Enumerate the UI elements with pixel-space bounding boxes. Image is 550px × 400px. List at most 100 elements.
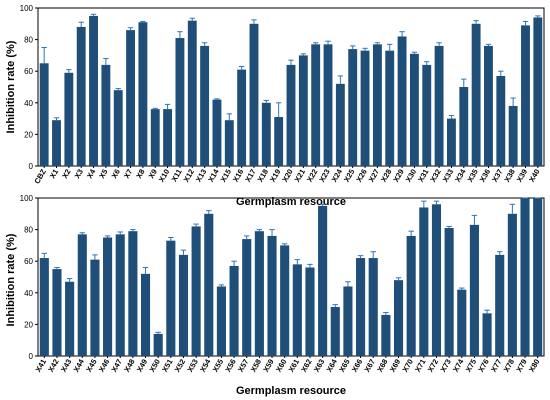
x-tick-label: X16 — [231, 168, 245, 184]
x-tick-label: X1 — [48, 168, 60, 180]
y-tick-label: 20 — [24, 130, 33, 139]
bar-series — [39, 197, 543, 356]
x-tick-label: X70 — [400, 358, 414, 374]
bar — [242, 239, 252, 356]
bar — [431, 204, 442, 356]
x-tick-label: X34 — [453, 167, 468, 184]
bar — [65, 281, 75, 356]
bar — [484, 45, 493, 166]
x-tick-label: X71 — [413, 358, 427, 374]
x-tick-label: X42 — [46, 358, 60, 374]
x-tick-label: X55 — [211, 358, 225, 374]
bar — [89, 15, 98, 167]
bar — [368, 258, 378, 356]
x-tick-label: X43 — [59, 358, 73, 374]
x-tick-label: X38 — [502, 168, 516, 184]
bar — [113, 90, 123, 166]
bar — [261, 102, 271, 166]
x-tick-label: X44 — [72, 357, 87, 374]
x-tick-label: X37 — [490, 168, 504, 184]
bar — [286, 64, 296, 166]
x-tick-label: X33 — [441, 168, 455, 184]
x-tick-label: X54 — [198, 357, 213, 374]
bar — [393, 280, 404, 356]
x-axis-label: Germplasm resource — [236, 196, 346, 208]
x-tick-label: X35 — [465, 168, 479, 184]
bar — [163, 109, 173, 166]
x-tick-label: X73 — [438, 358, 452, 374]
y-axis: 0 20 40 60 80 100 — [20, 194, 38, 361]
bar — [90, 259, 100, 356]
bar — [187, 20, 197, 166]
bar — [508, 105, 518, 166]
bar — [292, 264, 302, 356]
x-tick-label: X80 — [527, 358, 541, 374]
bar — [533, 17, 543, 167]
bar — [419, 207, 429, 356]
bar — [101, 64, 111, 166]
bar — [138, 22, 148, 166]
x-tick-label: X22 — [305, 168, 319, 184]
bar — [348, 49, 358, 166]
bar — [459, 87, 469, 166]
x-tick-label: X12 — [182, 168, 196, 184]
x-tick-label: X53 — [185, 358, 199, 374]
x-tick-label: X45 — [84, 358, 98, 374]
x-tick-label: X67 — [362, 358, 376, 374]
bar-series — [39, 13, 543, 167]
x-tick-label: X50 — [147, 358, 161, 374]
bar — [267, 235, 277, 356]
x-tick-label: X2 — [60, 168, 72, 180]
bar — [318, 205, 328, 356]
y-axis-label: Inhibition rate (%) — [5, 233, 17, 326]
bar — [229, 265, 239, 356]
y-tick-label: 60 — [24, 67, 33, 76]
x-tick-label: X23 — [317, 168, 331, 184]
x-tick-label: X26 — [354, 168, 368, 184]
x-tick-label: X24 — [330, 167, 345, 184]
bar — [166, 240, 176, 356]
x-axis: X41X42X43X44X45X46X47X48X49X50X51X52X53X… — [34, 356, 541, 374]
bar — [356, 258, 366, 356]
x-tick-label: X59 — [261, 358, 275, 374]
x-tick-label: X3 — [73, 168, 85, 180]
x-tick-label: X63 — [312, 358, 326, 374]
x-tick-label: X15 — [219, 168, 233, 184]
y-tick-label: 80 — [24, 226, 33, 235]
bar — [280, 245, 290, 356]
bar — [397, 36, 407, 166]
bar — [76, 26, 86, 167]
x-tick-label: X49 — [135, 358, 149, 374]
bar — [126, 30, 136, 167]
x-tick-label: X75 — [464, 358, 478, 374]
bar — [64, 72, 74, 166]
bar — [457, 289, 467, 356]
x-tick-label: X9 — [147, 168, 159, 180]
x-tick-label: X6 — [110, 168, 122, 180]
plot-frame — [37, 197, 545, 357]
bar — [254, 231, 264, 356]
bar — [52, 269, 62, 356]
x-tick-label: X4 — [85, 167, 98, 180]
x-tick-label: X39 — [515, 168, 529, 184]
x-tick-label: X72 — [426, 358, 440, 374]
x-tick-label: X47 — [109, 358, 123, 374]
x-tick-label: X77 — [489, 358, 503, 374]
x-tick-label: X5 — [97, 168, 109, 180]
bar — [323, 44, 333, 167]
x-tick-label: X78 — [502, 358, 516, 374]
x-tick-label: X17 — [243, 168, 257, 184]
y-tick-label: 80 — [24, 36, 33, 45]
x-tick-label: X31 — [416, 168, 430, 184]
x-tick-label: X18 — [256, 168, 270, 184]
bar — [343, 286, 353, 356]
x-tick-label: X51 — [160, 358, 174, 374]
y-tick-label: 40 — [24, 289, 33, 298]
bar — [422, 64, 432, 166]
x-tick-label: X61 — [287, 358, 301, 374]
bar — [153, 333, 163, 356]
x-tick-label: X41 — [34, 358, 48, 374]
x-tick-label: X79 — [514, 358, 528, 374]
x-tick-label: X27 — [367, 168, 381, 184]
x-tick-label: X48 — [122, 358, 136, 374]
